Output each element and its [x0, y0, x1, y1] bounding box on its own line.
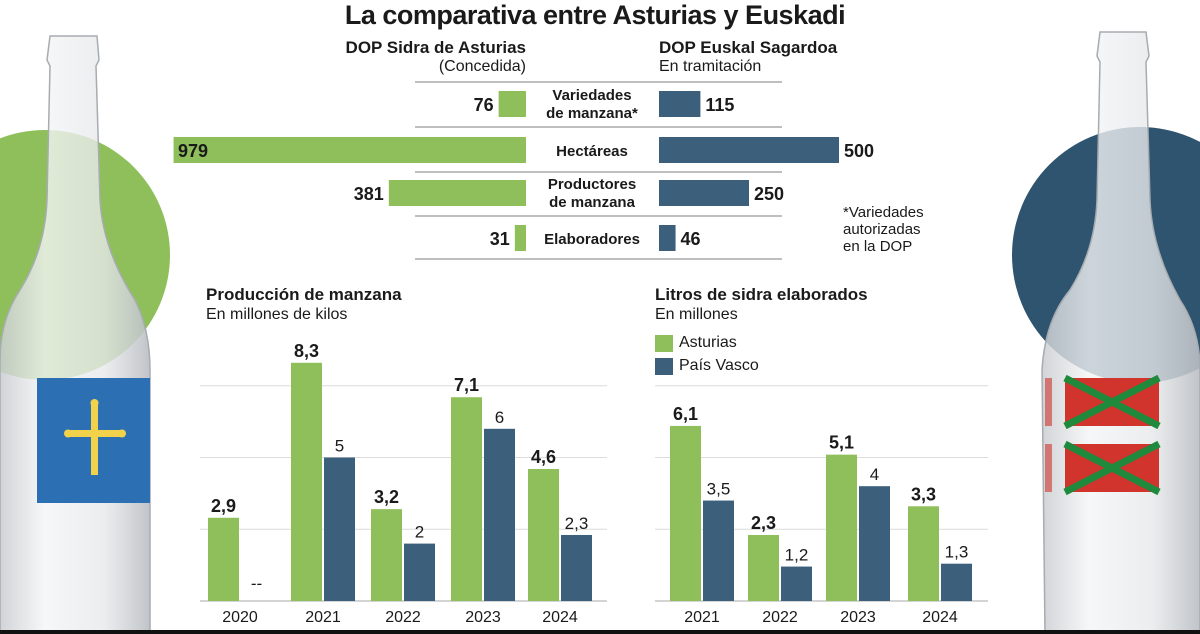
legend-item-asturias: Asturias — [655, 332, 759, 354]
value-pais-vasco: 115 — [705, 95, 734, 115]
x-tick-label: 2023 — [840, 609, 876, 626]
x-tick-label: 2022 — [762, 609, 798, 626]
x-tick-label: 2022 — [385, 609, 421, 626]
data-label: 7,1 — [454, 375, 479, 395]
x-tick-label: 2021 — [684, 609, 720, 626]
data-label: 3,3 — [911, 484, 936, 504]
data-label: 2 — [415, 523, 424, 542]
value-asturias: 76 — [474, 95, 494, 115]
chart2-title: Litros de sidra elaborados — [655, 285, 868, 304]
bar-asturias — [826, 454, 857, 601]
x-tick-label: 2023 — [465, 609, 501, 626]
euskadi-subheader: En tramitación — [659, 58, 762, 75]
data-label: 2,9 — [211, 496, 236, 516]
bar-pais-vasco — [941, 563, 972, 601]
bar-asturias — [208, 517, 239, 601]
data-label: 4 — [870, 465, 879, 484]
bar-asturias — [528, 468, 559, 601]
chart2-legend: Asturias País Vasco — [655, 332, 759, 377]
bar-pais-vasco — [561, 534, 592, 601]
bar-asturias — [908, 506, 939, 601]
bar-asturias — [670, 425, 701, 601]
bar-asturias — [388, 180, 526, 206]
data-label: 2,3 — [565, 514, 589, 533]
row-label: de manzana* — [546, 105, 638, 122]
row-label: de manzana — [549, 194, 636, 211]
bar-asturias — [451, 397, 482, 601]
legend-item-pais-vasco: País Vasco — [655, 355, 759, 377]
data-label: 2,3 — [751, 513, 776, 533]
bar-pais-vasco — [859, 486, 890, 601]
bar-pais-vasco — [324, 457, 355, 601]
x-tick-label: 2021 — [305, 609, 341, 626]
asturias-subheader: (Concedida) — [438, 58, 526, 75]
value-pais-vasco: 250 — [754, 184, 784, 204]
bar-pais-vasco — [659, 180, 749, 206]
data-label: 5,1 — [829, 433, 854, 453]
asturias-header: DOP Sidra de Asturias — [345, 38, 526, 57]
euskadi-header: DOP Euskal Sagardoa — [659, 38, 838, 57]
chart1-subtitle: En millones de kilos — [206, 306, 348, 323]
legend-swatch — [655, 334, 673, 352]
chart2-subtitle: En millones — [655, 306, 738, 323]
data-label: 6 — [495, 408, 504, 427]
asturias-flag — [37, 378, 150, 503]
page-title: La comparativa entre Asturias y Euskadi — [344, 0, 846, 30]
bottom-rule — [0, 630, 1200, 634]
bar-asturias — [514, 225, 526, 251]
value-asturias: 31 — [490, 229, 510, 249]
ikurrina-flag — [1045, 374, 1161, 496]
row-label: Hectáreas — [556, 143, 628, 160]
victory-cross-icon — [64, 399, 126, 475]
bar-pais-vasco — [659, 91, 701, 117]
data-label: 3,2 — [374, 487, 399, 507]
bar-asturias — [748, 534, 779, 601]
data-label: -- — [251, 574, 262, 593]
bar-asturias — [371, 509, 402, 601]
x-tick-label: 2020 — [222, 609, 258, 626]
bar-pais-vasco — [703, 500, 734, 601]
value-asturias: 979 — [178, 141, 208, 161]
value-pais-vasco: 46 — [681, 229, 701, 249]
data-label: 1,2 — [785, 546, 809, 565]
value-asturias: 381 — [354, 184, 384, 204]
footnote-line: autorizadas — [843, 221, 921, 238]
chart1-title: Producción de manzana — [206, 285, 402, 304]
bar-asturias — [498, 91, 526, 117]
legend-swatch — [655, 357, 673, 375]
legend-label: País Vasco — [679, 357, 759, 374]
legend-label: Asturias — [679, 334, 737, 351]
bar-pais-vasco — [659, 137, 839, 163]
bar-pais-vasco — [404, 543, 435, 601]
bar-pais-vasco — [781, 566, 812, 601]
value-pais-vasco: 500 — [844, 141, 874, 161]
data-label: 5 — [335, 437, 344, 456]
bar-pais-vasco — [484, 428, 515, 601]
row-label: Variedades — [552, 87, 631, 104]
data-label: 3,5 — [707, 480, 731, 499]
data-label: 4,6 — [531, 447, 556, 467]
bar-asturias — [173, 137, 526, 163]
row-label: Elaboradores — [544, 231, 640, 248]
footnote: *Variedades autorizadas en la DOP — [843, 204, 924, 255]
bar-asturias — [291, 362, 322, 601]
row-label: Productores — [548, 176, 636, 193]
data-label: 8,3 — [294, 341, 319, 361]
x-tick-label: 2024 — [922, 609, 958, 626]
footnote-line: *Variedades — [843, 204, 924, 221]
bar-pais-vasco — [659, 225, 676, 251]
data-label: 6,1 — [673, 404, 698, 424]
footnote-line: en la DOP — [843, 238, 913, 255]
data-label: 1,3 — [945, 543, 969, 562]
x-tick-label: 2024 — [542, 609, 578, 626]
